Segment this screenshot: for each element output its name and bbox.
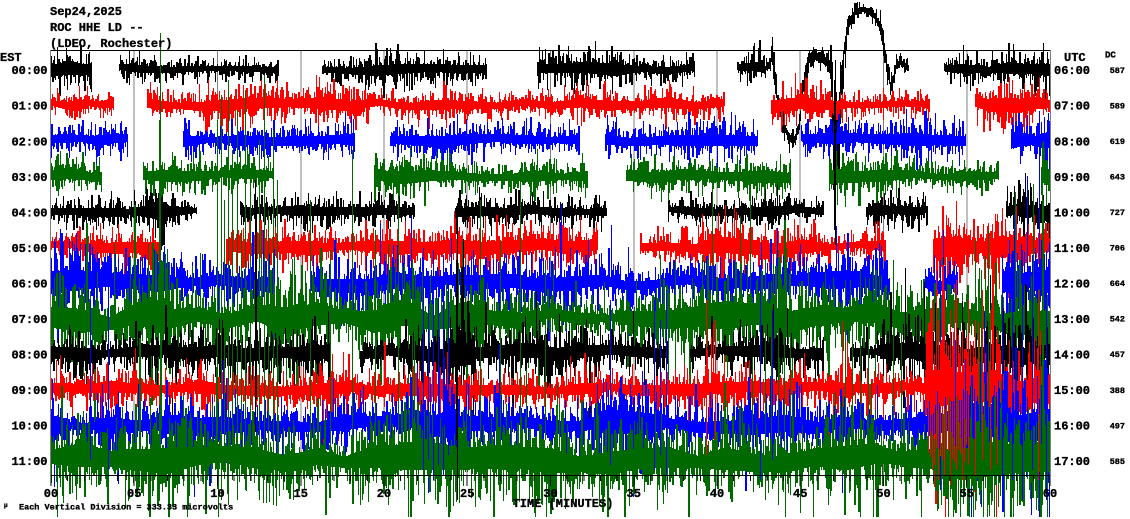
- svg-text:TIME (MINUTES): TIME (MINUTES): [513, 497, 614, 511]
- svg-text:664: 664: [1110, 279, 1125, 289]
- svg-text:02:00: 02:00: [11, 135, 47, 149]
- svg-text:ROC HHE LD --: ROC HHE LD --: [50, 21, 144, 35]
- svg-text:17:00: 17:00: [1054, 455, 1090, 469]
- svg-text:06:00: 06:00: [1054, 64, 1090, 78]
- svg-text:619: 619: [1110, 137, 1125, 147]
- svg-text:388: 388: [1110, 386, 1125, 396]
- svg-text:585: 585: [1110, 457, 1125, 467]
- svg-text:12:00: 12:00: [1054, 277, 1090, 291]
- svg-text:08:00: 08:00: [1054, 135, 1090, 149]
- svg-text:04:00: 04:00: [11, 206, 47, 220]
- svg-text:UTC: UTC: [1064, 51, 1086, 65]
- svg-text:EST: EST: [0, 51, 22, 65]
- svg-text:00: 00: [44, 487, 58, 501]
- svg-text:15:00: 15:00: [1054, 384, 1090, 398]
- svg-text:60: 60: [1043, 487, 1057, 501]
- svg-text:11:00: 11:00: [1054, 242, 1090, 256]
- svg-text:07:00: 07:00: [1054, 100, 1090, 114]
- svg-text:05: 05: [127, 487, 141, 501]
- svg-text:11:00: 11:00: [11, 455, 47, 469]
- svg-text:10:00: 10:00: [11, 420, 47, 434]
- svg-text:01:00: 01:00: [11, 100, 47, 114]
- svg-text:16:00: 16:00: [1054, 420, 1090, 434]
- svg-text:497: 497: [1110, 421, 1125, 431]
- svg-text:08:00: 08:00: [11, 348, 47, 362]
- svg-text:25: 25: [460, 487, 474, 501]
- svg-text:727: 727: [1110, 208, 1125, 218]
- svg-text:10:00: 10:00: [1054, 206, 1090, 220]
- svg-text:05:00: 05:00: [11, 242, 47, 256]
- svg-text:Sep24,2025: Sep24,2025: [50, 5, 122, 19]
- svg-text:DC: DC: [1105, 51, 1116, 61]
- svg-text:15: 15: [294, 487, 308, 501]
- svg-text:06:00: 06:00: [11, 277, 47, 291]
- svg-text:45: 45: [793, 487, 807, 501]
- svg-text:589: 589: [1110, 102, 1125, 112]
- svg-text:20: 20: [377, 487, 391, 501]
- svg-text:14:00: 14:00: [1054, 348, 1090, 362]
- svg-text:Each Vertical Division = 333.: Each Vertical Division = 333.33 microvol…: [19, 503, 233, 513]
- svg-text:03:00: 03:00: [11, 171, 47, 185]
- svg-text:00:00: 00:00: [11, 64, 47, 78]
- svg-text:40: 40: [710, 487, 724, 501]
- svg-text:μ: μ: [4, 502, 8, 509]
- svg-text:55: 55: [960, 487, 974, 501]
- svg-text:50: 50: [876, 487, 890, 501]
- svg-text:706: 706: [1110, 244, 1125, 254]
- svg-text:643: 643: [1110, 173, 1125, 183]
- svg-text:457: 457: [1110, 350, 1125, 360]
- svg-text:10: 10: [210, 487, 224, 501]
- svg-text:13:00: 13:00: [1054, 313, 1090, 327]
- svg-text:542: 542: [1110, 315, 1125, 325]
- svg-text:09:00: 09:00: [11, 384, 47, 398]
- svg-text:30: 30: [543, 487, 557, 501]
- svg-text:35: 35: [627, 487, 641, 501]
- svg-text:(LDEO, Rochester): (LDEO, Rochester): [50, 37, 172, 51]
- svg-text:09:00: 09:00: [1054, 171, 1090, 185]
- svg-text:07:00: 07:00: [11, 313, 47, 327]
- svg-text:587: 587: [1110, 66, 1125, 76]
